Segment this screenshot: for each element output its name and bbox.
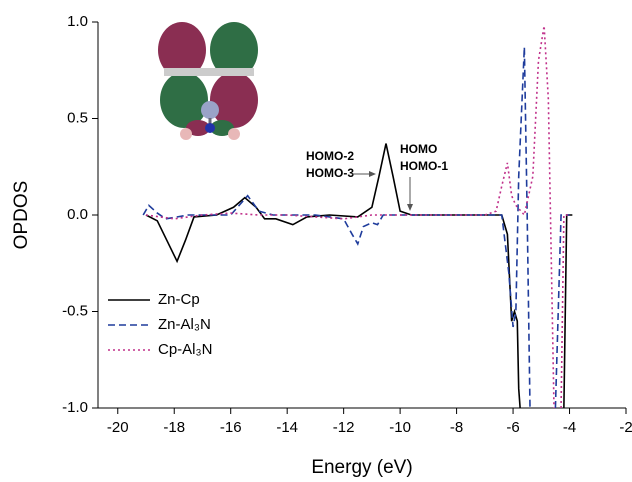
legend-label: Cp-Al₃N xyxy=(158,341,212,358)
y-axis-title: OPDOS xyxy=(11,181,32,250)
legend-label: Zn-Al₃N xyxy=(158,316,211,333)
annotation-arrows xyxy=(352,171,413,211)
legend-label: Zn-Cp xyxy=(158,291,200,308)
plot-area xyxy=(146,144,572,408)
series-line xyxy=(146,144,572,408)
x-tick-label: -18 xyxy=(163,419,185,436)
y-tick-label: -1.0 xyxy=(62,399,88,416)
x-tick-label: -10 xyxy=(389,419,411,436)
chart: Energy (eV) OPDOS HOMO-2 HOMO-3 HOMO HOM… xyxy=(0,0,632,482)
x-axis-title: Energy (eV) xyxy=(311,457,412,478)
y-tick-label: 0.5 xyxy=(67,109,88,126)
molecule-illustration xyxy=(158,22,258,140)
x-tick-label: -6 xyxy=(506,419,519,436)
x-tick-label: -16 xyxy=(220,419,242,436)
y-tick-label: 0.0 xyxy=(67,206,88,223)
x-tick-label: -2 xyxy=(619,419,632,436)
y-tick-label: -0.5 xyxy=(62,302,88,319)
x-tick-label: -14 xyxy=(276,419,298,436)
x-tick-label: -20 xyxy=(107,419,129,436)
x-tick-label: -8 xyxy=(450,419,463,436)
x-tick-label: -12 xyxy=(333,419,355,436)
y-tick-label: 1.0 xyxy=(67,13,88,30)
annotation: HOMO-3 xyxy=(306,166,354,180)
annotation: HOMO-1 xyxy=(400,159,448,173)
annotation: HOMO-2 xyxy=(306,149,354,163)
x-tick-label: -4 xyxy=(563,419,576,436)
annotation: HOMO xyxy=(400,142,437,156)
